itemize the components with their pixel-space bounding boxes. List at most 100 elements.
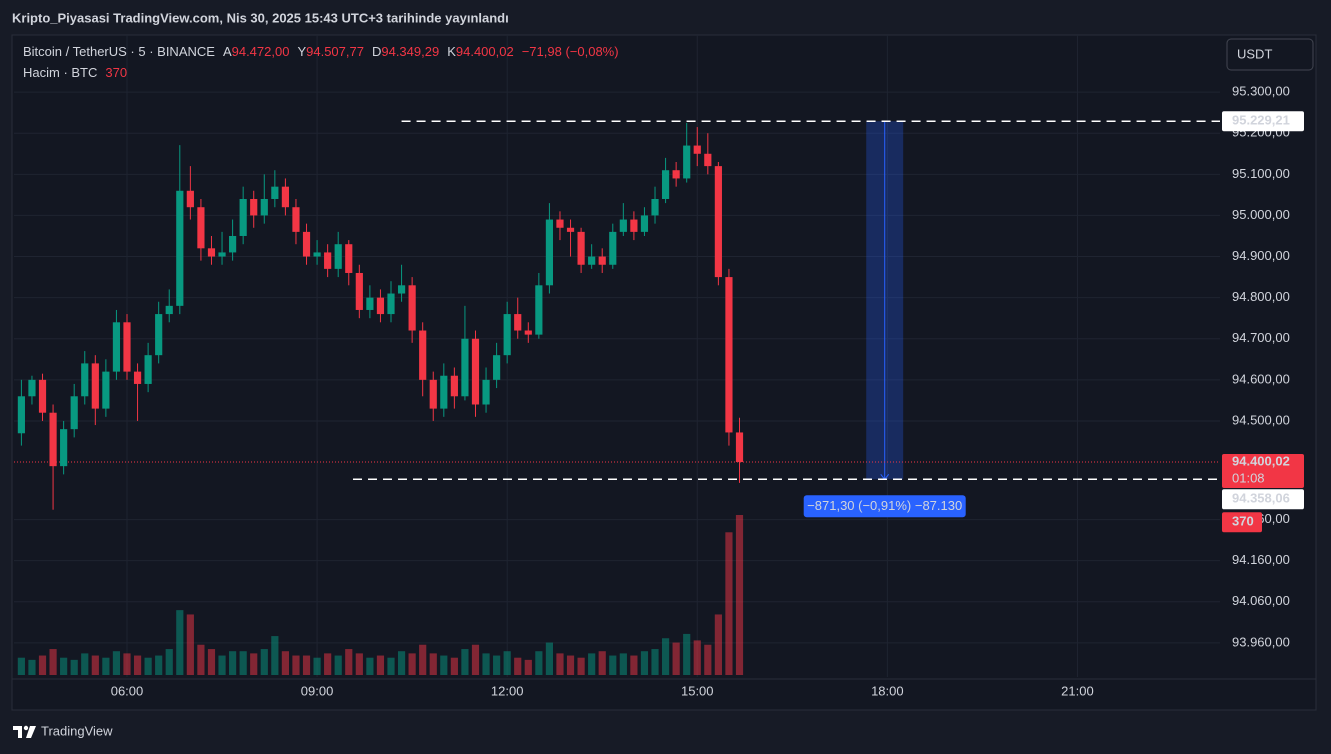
volume-bar xyxy=(324,653,332,675)
volume-bar xyxy=(440,655,448,675)
candle-body xyxy=(165,305,173,315)
candle-body xyxy=(577,231,585,265)
volume-bar xyxy=(292,655,300,675)
candle-body xyxy=(229,235,237,253)
volume-badge-bg xyxy=(1222,512,1262,533)
candle-body xyxy=(440,375,448,409)
volume-bar xyxy=(186,614,194,675)
candle-body xyxy=(260,198,268,216)
candle-body xyxy=(155,314,163,356)
volume-bar xyxy=(588,653,596,675)
candle-body xyxy=(514,314,522,331)
legend-volume-title: Hacim · BTC xyxy=(23,65,97,80)
measure-tooltip xyxy=(803,495,966,518)
legend-value: 94.349,29 xyxy=(381,44,439,59)
candle-body xyxy=(324,252,332,269)
brand-logo xyxy=(13,725,36,738)
candle-body xyxy=(239,198,247,236)
currency[interactable]: USDT xyxy=(1237,46,1272,61)
volume-bar xyxy=(429,653,437,675)
volume-bar xyxy=(714,614,722,675)
legend-volume-line: Hacim · BTC 370 xyxy=(23,65,127,80)
legend-value: 94.472,00 xyxy=(232,44,290,59)
candle-body xyxy=(144,355,152,384)
y-tick-label: 94.160,00 xyxy=(1232,552,1290,567)
candle-body xyxy=(292,207,300,232)
candle-body xyxy=(704,153,712,167)
volume-bar xyxy=(577,657,585,675)
candle-body xyxy=(471,338,480,405)
price-badge-bg xyxy=(1222,454,1304,489)
volume-bar xyxy=(144,657,152,675)
y-tick-label: 94.060,00 xyxy=(1232,593,1290,608)
x-tick-label: 06:00 xyxy=(111,683,144,698)
x-tick-label: 15:00 xyxy=(681,683,714,698)
volume-bar xyxy=(334,655,342,675)
candle-body xyxy=(661,170,670,199)
volume-bar xyxy=(17,657,25,675)
currency-button[interactable] xyxy=(1226,38,1314,71)
y-tick-label: 93.960,00 xyxy=(1232,634,1290,649)
volume-bar xyxy=(38,655,47,675)
volume-bar xyxy=(566,655,575,675)
x-tick-label: 12:00 xyxy=(491,683,524,698)
volume-bar xyxy=(704,644,712,675)
volume-bar xyxy=(313,657,321,675)
volume-bar xyxy=(102,657,110,675)
candle-body xyxy=(302,231,311,257)
volume-bar xyxy=(503,651,511,675)
volume-bar xyxy=(81,653,89,675)
legend-key: K xyxy=(447,44,456,59)
candle-body xyxy=(735,432,744,463)
volume-bar xyxy=(281,651,289,675)
header: Kripto_Piyasasi TradingView.com, Nis 30,… xyxy=(12,10,509,25)
candle-body xyxy=(493,355,501,380)
volume-bar xyxy=(693,640,701,675)
y-tick-label: 95.100,00 xyxy=(1232,166,1290,181)
candle-body xyxy=(313,252,321,257)
y-tick-label: 95.300,00 xyxy=(1232,84,1290,99)
x-tick-label: 09:00 xyxy=(301,683,334,698)
volume-bar xyxy=(218,655,226,675)
legend-key: Y xyxy=(297,44,306,59)
candle-body xyxy=(123,322,131,372)
volume-bar xyxy=(598,651,606,675)
volume-bar xyxy=(640,651,649,675)
volume-badge: 370 xyxy=(1232,514,1254,529)
candle-body xyxy=(556,219,564,228)
volume-bar xyxy=(493,655,501,675)
candle-body xyxy=(28,379,36,397)
volume-bar xyxy=(514,657,522,675)
y-tick-label: 94.500,00 xyxy=(1232,412,1290,427)
candle-body xyxy=(630,219,638,232)
candle-body xyxy=(461,338,469,397)
volume-bar xyxy=(229,651,237,675)
legend-line: Bitcoin / TetherUS · 5 · BINANCE A94.472,… xyxy=(23,44,619,59)
volume-bar xyxy=(408,653,416,675)
volume-bar xyxy=(155,655,163,675)
candle-body xyxy=(91,363,99,409)
candle-body xyxy=(133,371,142,384)
volume-bar xyxy=(250,653,258,675)
volume-bar xyxy=(545,642,554,675)
volume-bar xyxy=(49,649,57,675)
volume-bar xyxy=(197,644,205,675)
candle-body xyxy=(17,396,25,434)
candle-body xyxy=(619,219,627,232)
candle-body xyxy=(345,244,353,273)
chart-frame xyxy=(11,34,1317,711)
candle-body xyxy=(38,379,47,413)
legend-change: −71,98 (−0,08%) xyxy=(522,44,619,59)
volume-bar xyxy=(133,655,142,675)
volume-bar xyxy=(123,653,131,675)
volume-bar xyxy=(387,657,395,675)
candle-body xyxy=(598,256,606,265)
x-tick-label: 18:00 xyxy=(871,683,904,698)
volume-bar xyxy=(28,659,36,675)
candle-body xyxy=(683,145,691,179)
candle-body xyxy=(81,363,89,397)
legend-key: D xyxy=(372,44,381,59)
measure-label: −871,30 (−0,91%) −87.130 xyxy=(807,498,962,513)
volume-bar xyxy=(91,655,99,675)
